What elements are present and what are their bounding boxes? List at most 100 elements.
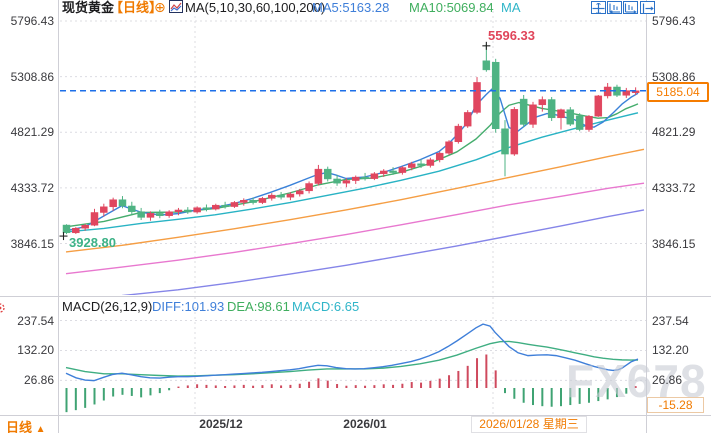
- candle: [230, 202, 239, 207]
- high-price-label: 5596.33: [488, 28, 535, 43]
- candle: [314, 168, 323, 184]
- candle: [118, 199, 127, 207]
- candle: [296, 190, 304, 195]
- macd-axis-label-left: 132.20: [17, 343, 54, 358]
- price-axis-label-right: 4821.29: [652, 125, 696, 140]
- candle: [407, 163, 416, 168]
- period-selector[interactable]: 日线 ▲: [6, 417, 46, 433]
- candle: [109, 199, 117, 208]
- candle: [370, 173, 379, 179]
- period-tag: 【日线】: [110, 0, 163, 15]
- candle: [389, 170, 397, 173]
- ma60-line: [65, 148, 645, 253]
- ma30-line: [65, 112, 639, 233]
- candle: [445, 141, 453, 154]
- price-axis-label-right: 5308.86: [652, 69, 696, 84]
- ma-lines: [65, 88, 645, 295]
- candle: [277, 194, 285, 198]
- ma10-value: MA10:5069.84: [409, 0, 494, 15]
- macd-axis-label-right: 237.54: [652, 313, 689, 328]
- triangle-up-icon: ▲: [35, 424, 46, 433]
- candle: [212, 204, 220, 210]
- candles: [62, 43, 640, 235]
- candle: [482, 60, 491, 71]
- candle: [128, 205, 136, 212]
- candle: [566, 109, 575, 125]
- candle: [519, 98, 528, 125]
- mini-chart-icon: [169, 0, 183, 15]
- candle: [72, 227, 80, 234]
- candle: [81, 225, 89, 229]
- ma200-line: [121, 209, 645, 295]
- candle: [90, 212, 99, 226]
- price-axis-label-left: 4821.29: [10, 125, 54, 140]
- candle: [585, 115, 593, 130]
- macd-min-tag: -15.28: [647, 397, 704, 413]
- pan-right-icon[interactable]: [640, 1, 655, 14]
- candle: [501, 128, 509, 155]
- candle: [435, 152, 444, 161]
- candle: [249, 200, 257, 203]
- current-price-tag: 5185.04: [647, 82, 709, 102]
- xaxis-label-jan: 2026/01: [343, 417, 387, 431]
- candle: [156, 213, 164, 216]
- crosshair-icon[interactable]: [591, 1, 606, 15]
- price-axis-label-left: 5308.86: [10, 69, 54, 84]
- candle: [417, 163, 425, 166]
- macd-axis-label-left: 237.54: [17, 313, 54, 328]
- candle: [557, 109, 565, 119]
- price-axis-label-left: 5796.43: [10, 14, 54, 28]
- candle: [575, 115, 584, 130]
- range-left-icon[interactable]: [607, 1, 622, 14]
- candle: [342, 180, 351, 184]
- candle: [351, 176, 360, 181]
- macd-diff-value: DIFF:101.93: [152, 299, 225, 314]
- candle: [240, 200, 248, 203]
- macd-lines: [65, 323, 639, 382]
- candle: [622, 90, 631, 96]
- candle: [137, 211, 145, 218]
- price-axis-label-right: 5796.43: [652, 14, 696, 28]
- candle: [258, 198, 267, 203]
- macd-histogram: [65, 354, 637, 413]
- candle: [221, 204, 229, 207]
- candle: [305, 183, 313, 192]
- add-indicator-icon[interactable]: ⊕: [154, 0, 166, 15]
- candle: [174, 209, 183, 213]
- candle: [538, 99, 547, 106]
- candle: [286, 193, 295, 198]
- macd-value: MACD:6.65: [292, 299, 360, 314]
- candle: [473, 82, 481, 113]
- candle: [333, 178, 341, 184]
- candle: [454, 125, 463, 143]
- price-axis-label-left: 3846.15: [10, 236, 54, 251]
- candle: [398, 167, 407, 173]
- candle: [323, 168, 332, 180]
- candle: [193, 207, 201, 213]
- macd-title: MACD(26,12,9): [62, 299, 153, 314]
- price-axis-label-left: 4333.72: [10, 180, 54, 195]
- candle: [202, 207, 211, 210]
- cursor-date-tag: 2026/01/28 星期三: [471, 416, 587, 433]
- price-axis-label-right: 3846.15: [652, 236, 696, 251]
- range-right-icon[interactable]: [623, 1, 638, 14]
- dea-line: [65, 340, 639, 377]
- price-axis-label-right: 4333.72: [652, 180, 696, 195]
- candle: [594, 95, 603, 117]
- ma-truncated-value: MA: [501, 0, 521, 15]
- ma5-value: MA5:5163.28: [312, 0, 390, 15]
- xaxis-label-dec: 2025/12: [199, 417, 243, 431]
- candle: [547, 99, 556, 119]
- macd-axis-label-right: 132.20: [652, 343, 689, 358]
- ma-settings-label: MA(5,10,30,60,100,200): [185, 0, 326, 15]
- candle: [62, 224, 71, 234]
- candle: [529, 104, 537, 125]
- candle: [165, 211, 173, 216]
- indicator-settings-icon[interactable]: [0, 301, 6, 319]
- candle: [146, 213, 155, 218]
- candle: [426, 159, 435, 166]
- macd-dea-value: DEA:98.61: [227, 299, 290, 314]
